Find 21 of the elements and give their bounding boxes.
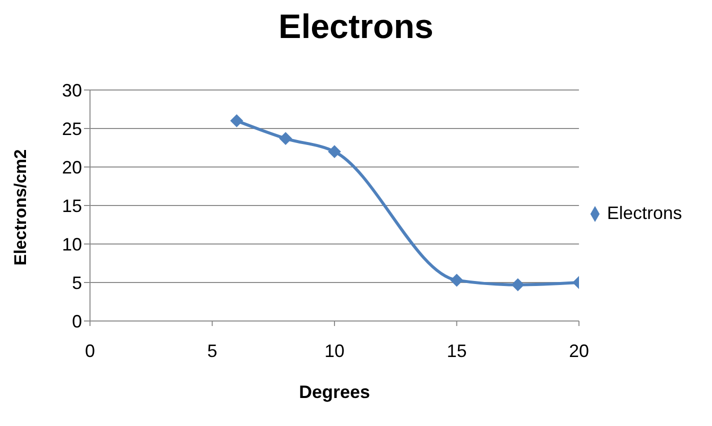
y-tick-label: 25 — [62, 118, 82, 139]
y-axis-title: Electrons/cm2 — [11, 149, 30, 266]
chart-title: Electrons — [278, 8, 434, 47]
y-tick-label: 20 — [62, 157, 82, 178]
y-tick-label: 30 — [62, 80, 82, 100]
point — [450, 274, 464, 287]
x-tick-label: 20 — [568, 340, 589, 361]
y-tick-label: 0 — [72, 311, 82, 332]
point — [328, 145, 341, 158]
x-tick-label: 0 — [84, 340, 96, 361]
x-tick-label: 10 — [324, 340, 344, 361]
y-tick-label: 10 — [62, 234, 82, 254]
x-tick-label: 5 — [207, 340, 218, 361]
x-axis-title: Degrees — [298, 382, 370, 402]
y-tick-label: 5 — [72, 272, 82, 293]
point — [511, 278, 524, 292]
point — [230, 114, 244, 128]
point — [279, 132, 292, 146]
x-tick-label: 15 — [446, 340, 467, 361]
legend-label: Electrons — [606, 202, 682, 222]
y-tick-label: 15 — [62, 196, 82, 216]
